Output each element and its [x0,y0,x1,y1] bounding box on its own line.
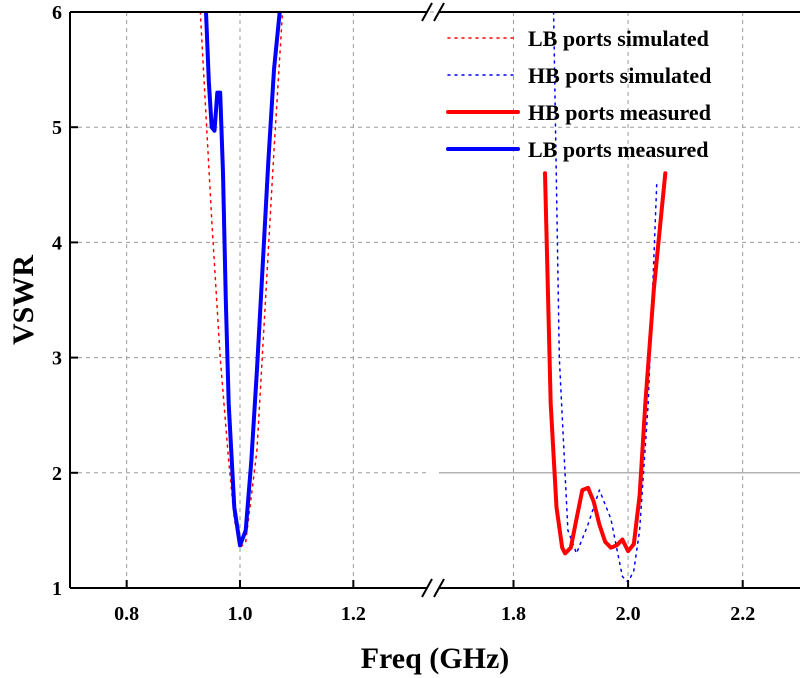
legend-label-1: HB ports simulated [528,63,711,88]
series-line-2 [543,171,668,556]
x-tick-label: 2.2 [730,603,755,625]
series-line-0 [199,12,284,549]
x-tick-label: 1.0 [228,603,253,625]
axis-break-mark [421,2,433,22]
y-tick-label: 3 [52,348,62,370]
x-tick-label: 2.0 [616,603,641,625]
x-tick-label: 0.8 [114,603,139,625]
legend-label-2: HB ports measured [528,100,711,125]
legend-label-3: LB ports measured [528,137,709,162]
grid-layer [70,11,800,588]
series-line-3 [204,12,282,548]
legend: LB ports simulated HB ports simulated HB p… [446,26,711,162]
axis-break-mark [433,2,445,22]
y-tick-label: 5 [52,117,62,139]
x-tick-label: 1.2 [341,603,366,625]
x-axis-title: Freq (GHz) [361,642,510,675]
y-tick-label: 6 [52,2,62,24]
series-layer [199,12,668,583]
y-tick-label: 1 [52,578,62,600]
y-axis-title: VSWR [7,255,40,345]
y-tick-label: 4 [52,232,62,254]
axis-break-mark [433,578,445,598]
y-tick-label: 2 [52,463,62,485]
x-tick-label: 1.8 [501,603,526,625]
axis-layer: 1 2 3 4 5 6 0.8 1.0 1.2 1.8 2.0 2.2 [52,2,800,625]
axis-break-mark [421,578,433,598]
legend-label-0: LB ports simulated [528,26,709,51]
